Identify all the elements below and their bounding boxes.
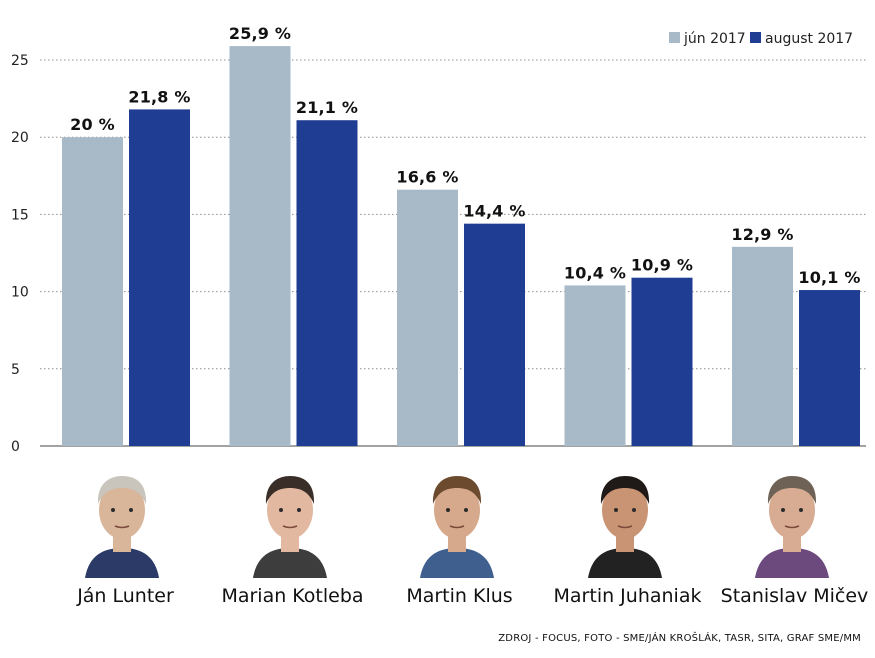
- bar-chart: 0 5 10 15 20 25 20 % 21,8 % 25,9 % 21,1 % 16,6 % 1…: [11, 24, 866, 455]
- data-label: 14,4 %: [463, 202, 525, 221]
- portrait-eye: [614, 508, 618, 512]
- legend-label-august: august 2017: [765, 31, 853, 47]
- portrait-hair: [265, 476, 315, 504]
- portrait-shoulders: [420, 548, 494, 578]
- candidate-photo-lunter: [83, 468, 161, 578]
- portrait-shoulders: [85, 548, 159, 578]
- data-label: 10,9 %: [631, 256, 693, 275]
- bar-jun: [62, 137, 123, 446]
- data-label: 10,1 %: [798, 268, 860, 287]
- portrait-hair: [767, 476, 817, 504]
- portrait-face: [434, 481, 480, 539]
- candidate-name-juhaniak: Martin Juhaniak: [553, 585, 702, 607]
- legend-swatch-august: [750, 32, 761, 43]
- portrait-shoulders: [253, 548, 327, 578]
- portrait-face: [769, 481, 815, 539]
- portrait-face: [99, 481, 145, 539]
- data-label: 20 %: [70, 115, 115, 134]
- y-tick-label: 25: [11, 53, 29, 69]
- portrait-mouth: [617, 525, 633, 529]
- data-label: 25,9 %: [229, 24, 291, 43]
- legend-swatch-jun: [669, 32, 680, 43]
- portrait-hair: [97, 476, 147, 504]
- bar-jun: [564, 285, 626, 446]
- y-tick-label: 0: [11, 439, 20, 455]
- data-label: 12,9 %: [731, 225, 793, 244]
- portrait-hair: [432, 476, 482, 504]
- portrait-eye: [279, 508, 283, 512]
- bar-jun: [732, 246, 793, 446]
- portrait-eye: [632, 508, 636, 512]
- data-label: 10,4 %: [564, 263, 626, 282]
- portrait-shoulders: [588, 548, 662, 578]
- source-credit: ZDROJ - FOCUS, FOTO - SME/JÁN KROŠLÁK, T…: [498, 633, 861, 644]
- portrait-shoulders: [755, 548, 829, 578]
- legend: jún 2017 august 2017: [669, 31, 853, 47]
- y-tick-label: 5: [11, 362, 20, 378]
- legend-label-jun: jún 2017: [683, 31, 746, 47]
- portrait-mouth: [282, 525, 298, 529]
- bar-jun: [229, 46, 291, 446]
- y-tick-label: 10: [11, 285, 29, 301]
- candidate-name-micev: Stanislav Mičev: [720, 585, 869, 607]
- portrait-eye: [111, 508, 115, 512]
- candidate-name-klus: Martin Klus: [406, 585, 513, 607]
- y-tick-label: 20: [11, 130, 29, 146]
- y-axis-ticks: 0 5 10 15 20 25: [11, 53, 29, 455]
- portrait-mouth: [449, 525, 465, 529]
- data-label: 21,8 %: [128, 87, 190, 106]
- bar-jun: [397, 189, 458, 447]
- data-label: 16,6 %: [396, 168, 458, 187]
- bars: [62, 46, 860, 447]
- data-labels: 20 % 21,8 % 25,9 % 21,1 % 16,6 % 14,4 % 10,4 %…: [70, 24, 860, 287]
- bar-august: [464, 223, 525, 446]
- portrait-mouth: [784, 525, 800, 529]
- portrait-eye: [781, 508, 785, 512]
- bar-august: [799, 290, 860, 446]
- bar-august: [129, 109, 190, 447]
- portrait-mouth: [114, 525, 130, 529]
- bar-august: [631, 277, 693, 446]
- data-label: 21,1 %: [296, 98, 358, 117]
- portrait-eye: [799, 508, 803, 512]
- portrait-eye: [129, 508, 133, 512]
- candidate-photo-klus: [418, 468, 496, 578]
- portrait-hair: [600, 476, 650, 504]
- candidate-photos: [0, 460, 875, 580]
- portrait-eye: [297, 508, 301, 512]
- bar-august: [296, 120, 358, 446]
- portrait-face: [267, 481, 313, 539]
- candidate-name-kotleba: Marian Kotleba: [221, 585, 364, 607]
- portrait-eye: [446, 508, 450, 512]
- candidate-photo-juhaniak: [586, 468, 664, 578]
- candidate-photo-kotleba: [251, 468, 329, 578]
- portrait-face: [602, 481, 648, 539]
- portrait-eye: [464, 508, 468, 512]
- candidate-name-lunter: Ján Lunter: [77, 585, 174, 607]
- candidate-photo-micev: [753, 468, 831, 578]
- y-tick-label: 15: [11, 207, 29, 223]
